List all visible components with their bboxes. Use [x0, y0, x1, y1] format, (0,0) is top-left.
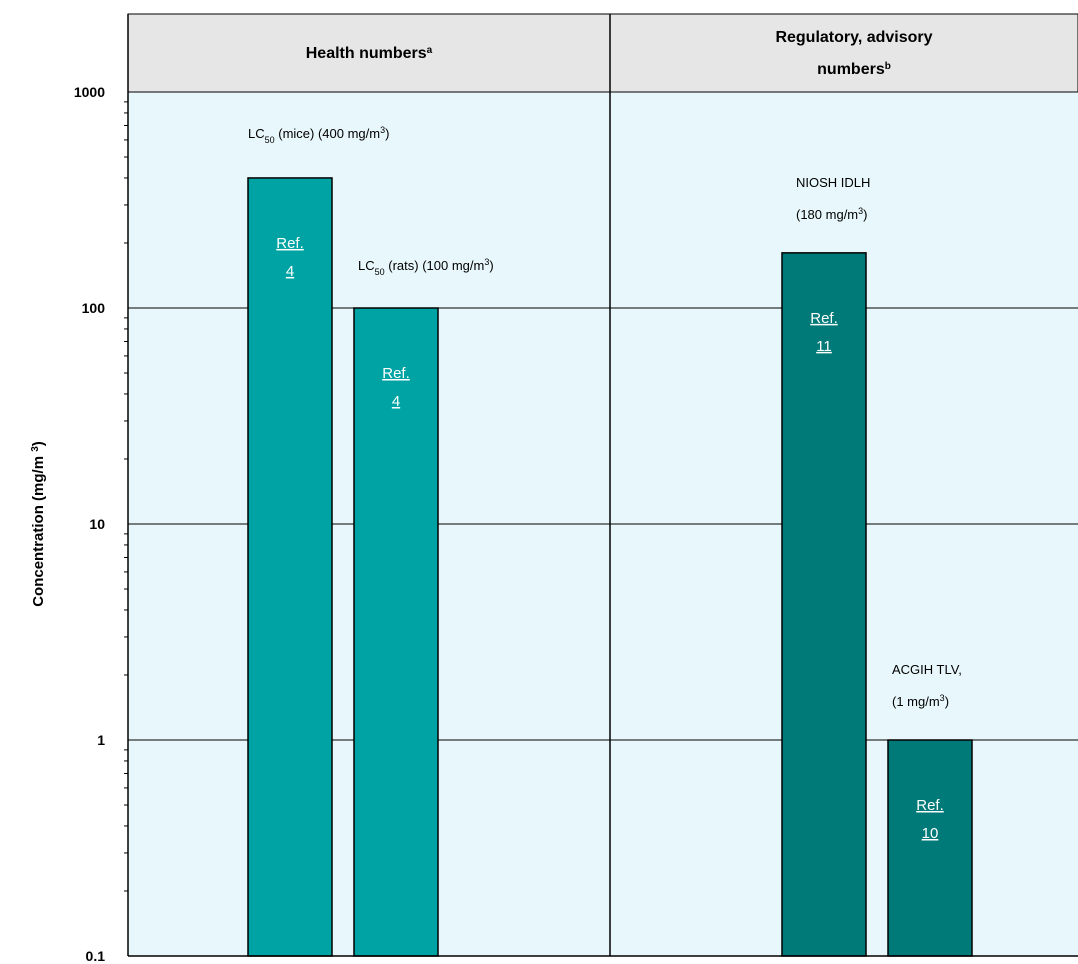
y-tick-label: 100: [82, 300, 106, 316]
bar-annotation-line2: (1 mg/m3): [892, 693, 949, 709]
bar-annotation-line1: ACGIH TLV,: [892, 662, 962, 677]
bar-annotations: LC50 (mice) (400 mg/m3) LC50 (rats) (100 …: [248, 125, 962, 709]
y-tick-label: 1000: [74, 84, 105, 100]
header-band: [127, 13, 1078, 93]
y-axis-title: Concentration (mg/m 3): [30, 441, 48, 607]
bar-annotation-line2: (180 mg/m3): [796, 206, 868, 222]
bar: [353, 307, 439, 957]
bar-annotation: LC50 (rats) (100 mg/m3): [358, 257, 494, 277]
ref-link[interactable]: Ref.: [276, 235, 304, 252]
group-header-regulatory-line2: numbersb: [817, 61, 891, 79]
ref-link[interactable]: Ref.: [810, 310, 838, 327]
bar-annotation: LC50 (mice) (400 mg/m3): [248, 125, 389, 145]
group-header-health: Health numbersa: [306, 45, 433, 63]
ref-link-number[interactable]: 10: [922, 825, 939, 842]
y-tick-label: 0.1: [86, 948, 106, 964]
ref-link-number[interactable]: 4: [392, 393, 400, 410]
bar: [781, 252, 867, 957]
y-tick-label: 10: [89, 516, 105, 532]
bar: [247, 177, 333, 957]
bar: [887, 739, 973, 957]
ref-link[interactable]: Ref.: [382, 365, 410, 382]
ref-link-number[interactable]: 11: [816, 338, 832, 355]
ref-link[interactable]: Ref.: [916, 797, 944, 814]
bar-annotation-line1: NIOSH IDLH: [796, 175, 870, 190]
y-tick-label: 1: [97, 732, 105, 748]
group-header-regulatory-line1: Regulatory, advisory: [775, 29, 932, 46]
y-axis: 0.1 1 10 100 1000 Concentration (mg/m 3): [30, 14, 1078, 964]
ref-link-number[interactable]: 4: [286, 263, 294, 280]
group-headers: Health numbersa Regulatory, advisory numbe…: [127, 13, 1078, 956]
